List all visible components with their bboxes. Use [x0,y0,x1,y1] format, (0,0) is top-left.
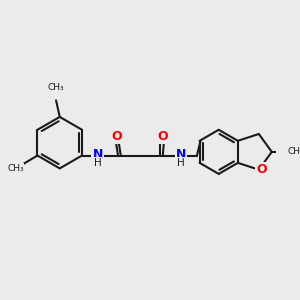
Text: N: N [176,148,187,161]
Text: CH₃: CH₃ [7,164,24,173]
Text: O: O [158,130,168,143]
Text: O: O [112,130,122,143]
Text: CH₃: CH₃ [48,83,64,92]
Text: N: N [92,148,103,161]
Text: H: H [177,158,185,168]
Text: O: O [256,163,267,176]
Text: H: H [94,158,101,168]
Text: CH₃: CH₃ [287,147,300,156]
